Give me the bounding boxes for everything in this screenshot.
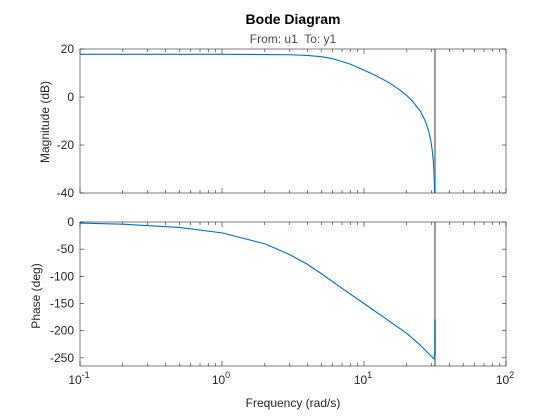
- phase-y-tick-label: -100: [50, 269, 74, 283]
- phase-axes: 0 -50 -100 -150 -200 -250: [50, 215, 507, 367]
- frequency-tick-label: 101: [354, 370, 372, 387]
- chart-title: Bode Diagram: [246, 11, 341, 27]
- magnitude-y-tick-label: 0: [67, 90, 74, 104]
- magnitude-y-tick-label: 20: [61, 42, 75, 56]
- magnitude-y-tick-label: -20: [57, 138, 75, 152]
- frequency-tick-label: 10-1: [68, 370, 89, 387]
- phase-response-line: [79, 222, 436, 360]
- magnitude-axis-label: Magnitude (dB): [38, 81, 52, 163]
- magnitude-plot: Magnitude (dB) 20 0 -20 -40: [38, 42, 507, 200]
- chart-subtitle: From: u1 To: y1: [250, 32, 337, 46]
- phase-plot-area: [80, 222, 506, 366]
- phase-y-tick-label: -200: [50, 324, 74, 338]
- frequency-axis-label: Frequency (rad/s): [246, 396, 341, 410]
- phase-y-tick-label: -50: [57, 242, 75, 256]
- magnitude-axes-frame: [79, 48, 507, 194]
- frequency-tick-labels: 10-1 100 101 102: [68, 370, 514, 387]
- magnitude-y-tick-label: -40: [57, 186, 75, 200]
- phase-y-tick-label: -250: [50, 351, 74, 365]
- phase-y-tick-label: 0: [67, 215, 74, 229]
- magnitude-axes: 20 0 -20 -40: [57, 42, 507, 200]
- frequency-tick-label: 100: [212, 370, 230, 387]
- magnitude-response-line: [80, 53, 436, 194]
- phase-axes-frame: [79, 221, 507, 367]
- phase-y-tick-label: -150: [50, 297, 74, 311]
- frequency-tick-label: 102: [496, 370, 514, 387]
- magnitude-plot-area: [80, 49, 506, 193]
- phase-axis-label: Phase (deg): [29, 263, 43, 328]
- phase-plot: Phase (deg) 0 -50 -100 -150 -200 -250: [29, 215, 507, 367]
